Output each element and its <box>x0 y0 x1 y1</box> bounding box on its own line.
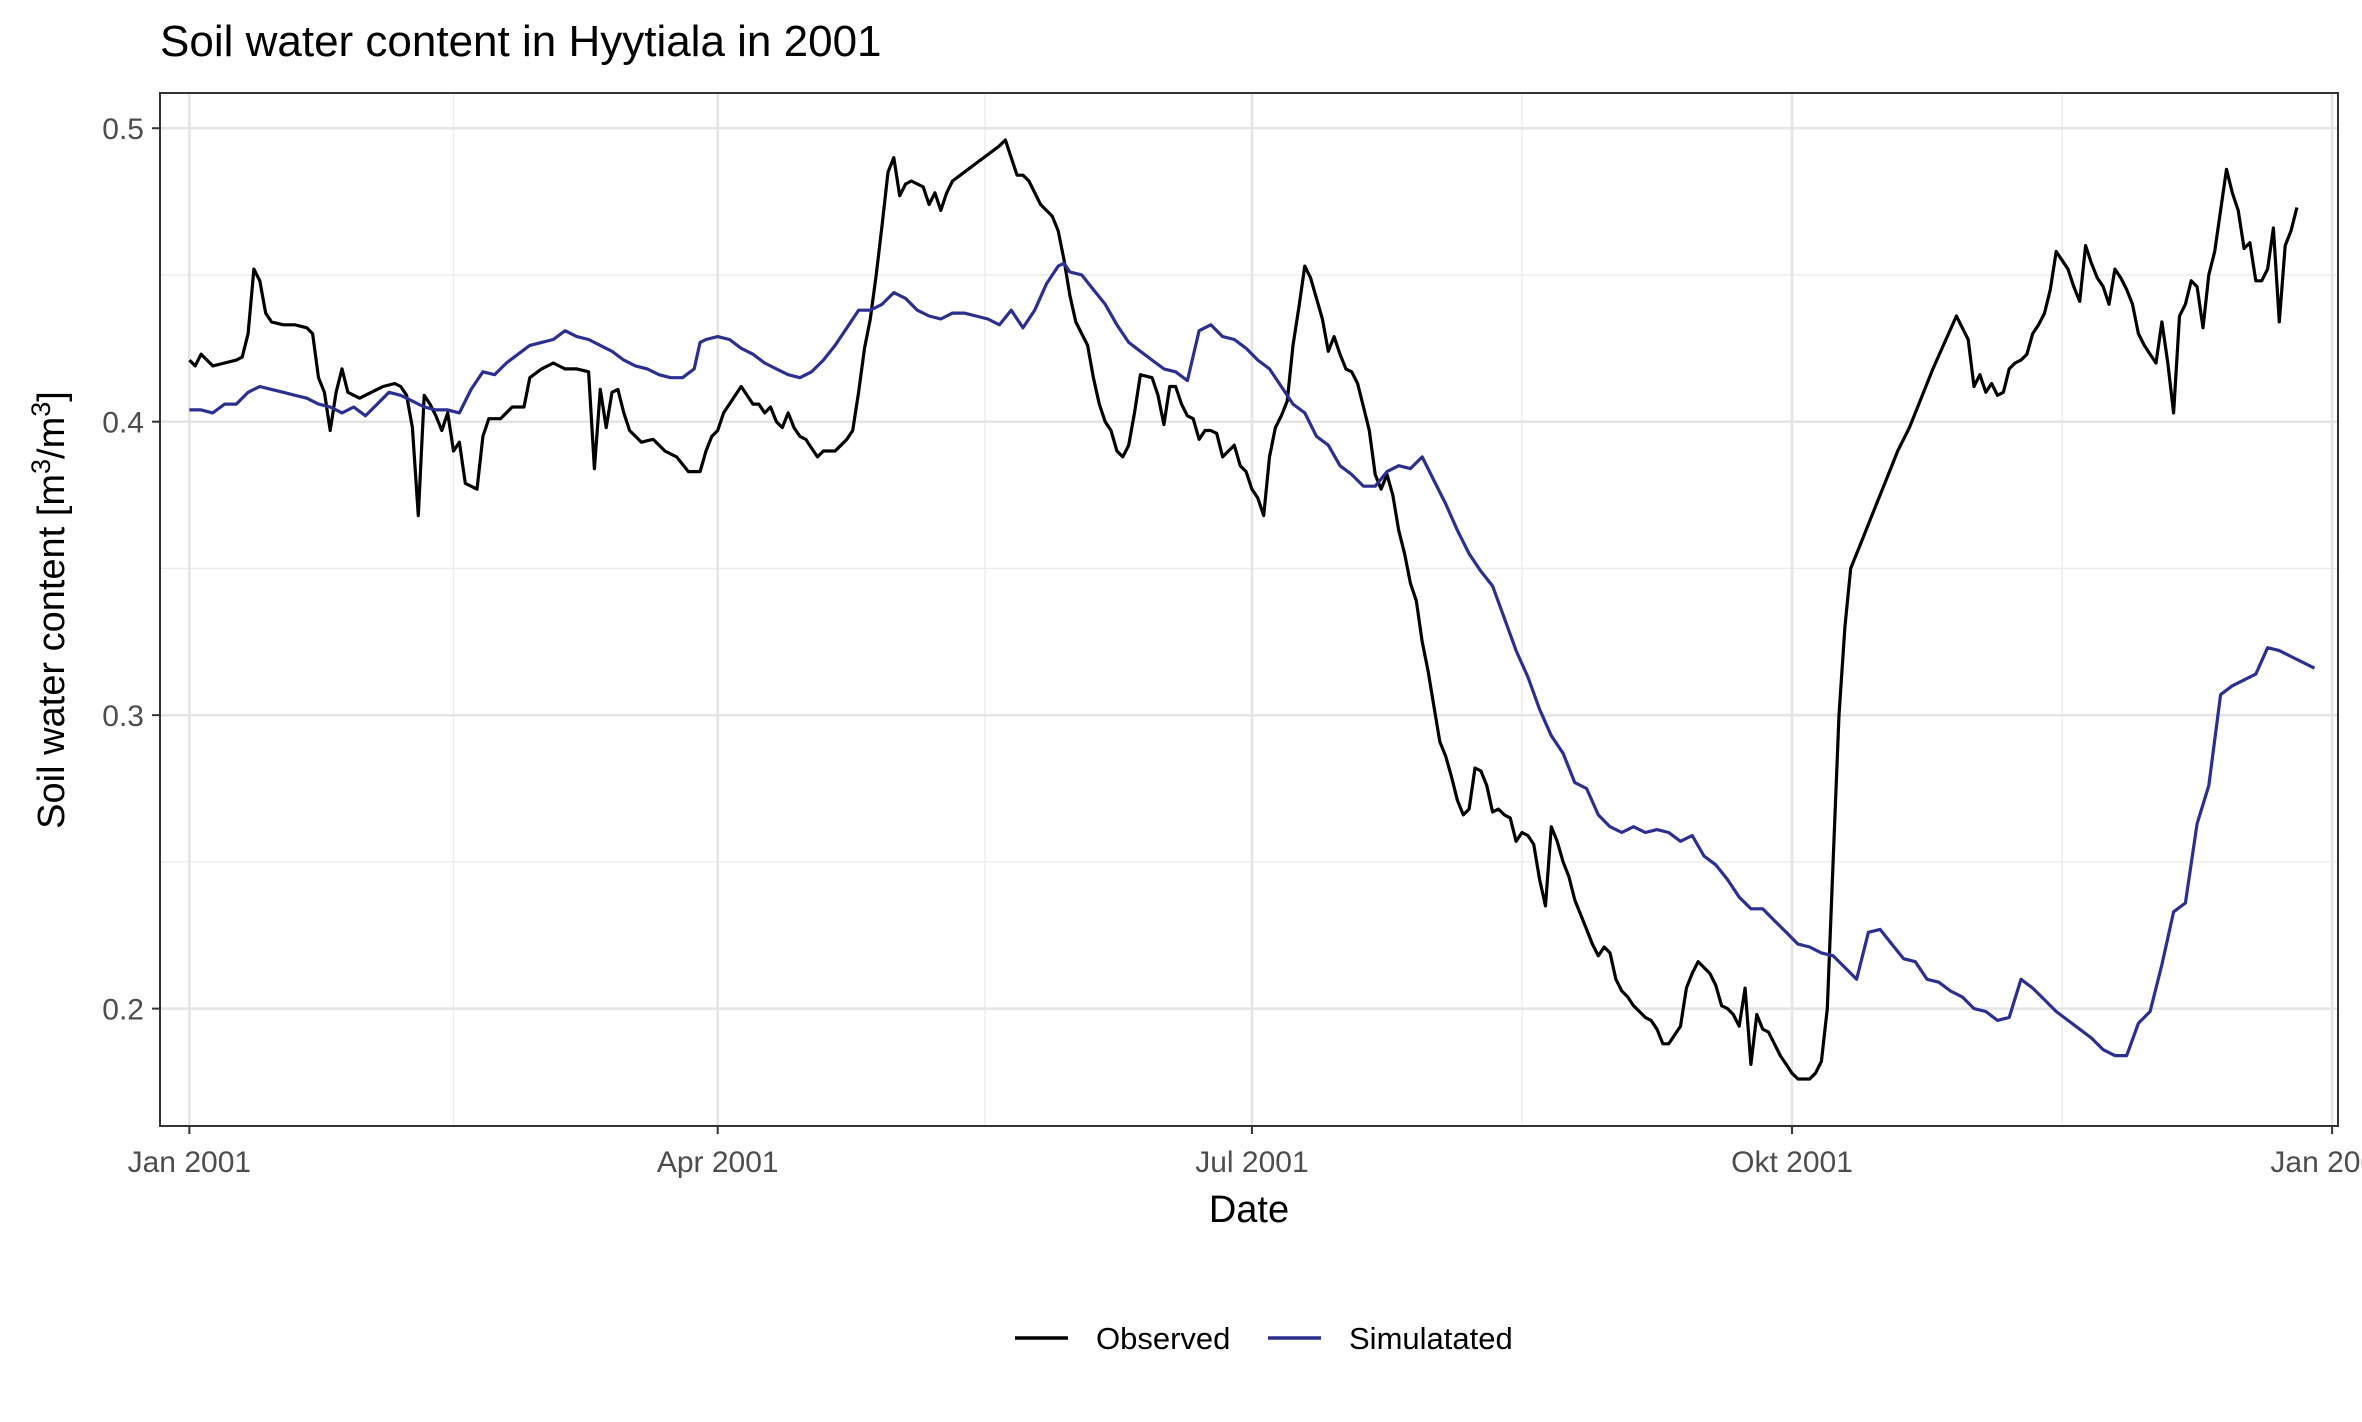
plot-panel-border <box>159 92 2339 1127</box>
y-axis-title-main: Soil water content [m <box>31 474 73 829</box>
x-axis-title: Date <box>1209 1189 1289 1231</box>
grid-lines <box>160 93 2338 1126</box>
x-axis: Jan 2001 Apr 2001 Jul 2001 Okt 2001 Jan 2002 <box>128 1126 2362 1179</box>
x-tick-label: Okt 2001 <box>1731 1146 1853 1179</box>
y-tick-label: 0.5 <box>102 113 144 146</box>
chart-title: Soil water content in Hyytiala in 2001 <box>160 17 882 66</box>
x-tick-label: Apr 2001 <box>657 1146 779 1179</box>
y-axis-title-end: ] <box>31 391 73 402</box>
legend: Observed Simulatated <box>1015 1321 1513 1356</box>
x-tick-label: Jan 2001 <box>128 1146 251 1179</box>
y-axis-title-sup2: 3 <box>26 402 56 417</box>
series-group <box>188 138 2316 1081</box>
series-line-observed <box>188 138 2299 1081</box>
legend-label-observed: Observed <box>1096 1321 1230 1356</box>
y-axis-title: Soil water content [m3/m3] <box>26 391 73 829</box>
y-tick-label: 0.4 <box>102 407 144 440</box>
series-line-simulated <box>189 261 2316 1058</box>
x-tick-label: Jul 2001 <box>1195 1146 1308 1179</box>
x-tick-label: Jan 2002 <box>2270 1146 2362 1179</box>
y-tick-label: 0.3 <box>102 700 144 733</box>
y-axis-title-mid: /m <box>31 417 73 459</box>
y-tick-label: 0.2 <box>102 994 144 1027</box>
y-axis-title-sup1: 3 <box>26 459 56 474</box>
legend-label-simulated: Simulatated <box>1349 1321 1513 1356</box>
y-axis: 0.2 0.3 0.4 0.5 <box>102 113 160 1027</box>
